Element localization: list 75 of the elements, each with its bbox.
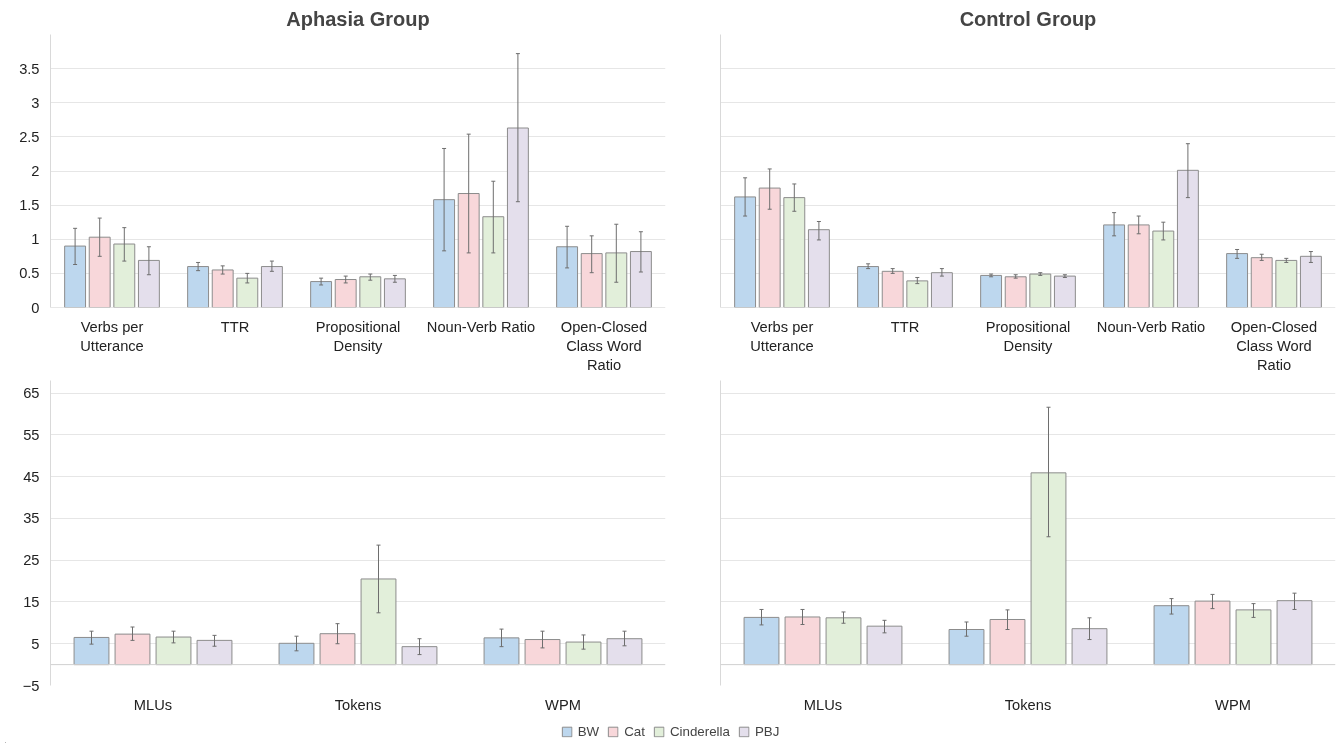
bar	[383, 278, 406, 308]
x-tick-label: Open-Closed Class Word Ratio	[1230, 318, 1318, 373]
bar	[1153, 605, 1190, 666]
x-tick-label: Noun-Verb Ratio	[1096, 318, 1206, 335]
bar	[758, 187, 781, 308]
y-tick-label: 15	[23, 593, 40, 610]
chart-title: Aphasia Group	[286, 7, 430, 30]
bar	[1004, 276, 1027, 308]
legend-label: BW	[577, 723, 600, 739]
y-tick-label: 3	[31, 94, 40, 111]
bar	[319, 633, 356, 666]
x-tick-label: Propositional Density	[985, 318, 1071, 354]
y-tick-label: 0	[31, 299, 40, 316]
x-tick-label: Verbs per Utterance	[750, 318, 814, 354]
bar	[457, 193, 480, 308]
x-tick-label: Tokens	[334, 696, 382, 713]
x-tick-label: WPM	[1215, 696, 1251, 713]
x-tick-label: MLUs	[133, 696, 173, 713]
bar	[334, 279, 357, 308]
bar	[1103, 224, 1126, 308]
y-tick-label: 2.5	[19, 128, 40, 145]
bar	[359, 276, 382, 308]
y-tick-label: 0.5	[19, 265, 40, 282]
y-tick-label: 65	[23, 385, 40, 402]
bar	[524, 639, 561, 666]
bar	[980, 274, 1003, 308]
x-tick-label: Propositional Density	[315, 318, 401, 354]
bar	[88, 236, 111, 308]
bar	[1226, 253, 1249, 308]
bar	[881, 270, 904, 308]
bar	[1127, 224, 1150, 308]
y-tick-label: −5	[22, 677, 40, 694]
bar	[483, 637, 520, 666]
bar	[64, 245, 87, 308]
y-tick-label: 1.5	[19, 197, 40, 214]
y-tick-label: 25	[23, 552, 40, 569]
bar	[580, 253, 603, 308]
x-tick-label: MLUs	[803, 696, 843, 713]
bar	[1194, 600, 1231, 666]
bar	[906, 280, 929, 308]
legend-label: Cat	[624, 723, 645, 739]
y-tick-label: 5	[31, 635, 40, 652]
y-tick-label: 2	[31, 163, 40, 179]
legend-label: PBJ	[754, 723, 780, 739]
bar	[211, 269, 234, 308]
bar	[784, 616, 821, 666]
bar	[310, 281, 333, 308]
y-tick-label: 55	[23, 426, 40, 443]
x-tick-label: Tokens	[1004, 696, 1052, 713]
y-tick-label: 1	[31, 231, 40, 248]
x-tick-label: Noun-Verb Ratio	[426, 318, 536, 335]
bar	[989, 618, 1026, 666]
bar	[1250, 257, 1273, 308]
x-tick-label: TTR	[220, 318, 250, 335]
bar	[114, 633, 151, 666]
bar	[734, 196, 757, 308]
x-tick-label: WPM	[545, 696, 581, 713]
bar	[857, 266, 880, 308]
bar	[187, 266, 210, 308]
legend-label: Cinderella	[669, 723, 730, 739]
bar	[433, 199, 456, 308]
bar	[948, 629, 985, 666]
bar	[73, 636, 110, 666]
bar	[556, 246, 579, 308]
y-tick-label: 3.5	[19, 60, 40, 77]
bar	[743, 616, 780, 666]
y-tick-label: 45	[23, 468, 40, 485]
bar	[236, 277, 259, 308]
bar	[278, 642, 315, 666]
bar	[401, 646, 438, 666]
x-tick-label: Open-Closed Class Word Ratio	[560, 318, 648, 373]
x-tick-label: TTR	[890, 318, 920, 335]
x-tick-label: Verbs per Utterance	[80, 318, 144, 354]
y-tick-label: 35	[23, 510, 40, 527]
chart-title: Control Group	[959, 7, 1097, 30]
